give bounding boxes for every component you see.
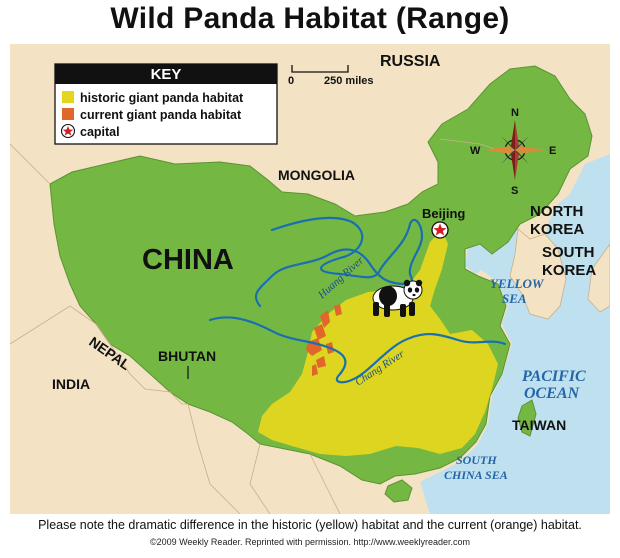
north-korea-label-2: KOREA: [530, 221, 584, 238]
south-china-sea-label-2: CHINA SEA: [444, 468, 508, 482]
yellow-sea-label-1: YELLOW: [490, 276, 545, 291]
chang-river: [208, 316, 507, 384]
copyright-notice: ©2009 Weekly Reader. Reprinted with perm…: [149, 537, 471, 547]
south-china-sea-label-1: SOUTH: [456, 453, 497, 467]
india-label: INDIA: [52, 376, 90, 392]
bhutan-label: BHUTAN: [158, 348, 216, 364]
compass-rose: N S E W: [470, 107, 556, 197]
key-swatch-current: [62, 108, 74, 120]
historic-habitat-region: [258, 230, 498, 456]
south-korea-label-2: KOREA: [542, 262, 596, 279]
ocean: [420, 154, 610, 514]
taiwan-label: TAIWAN: [512, 417, 566, 433]
current-habitat-region: [306, 304, 342, 376]
key-label-historic: historic giant panda habitat: [80, 91, 244, 105]
compass-n: N: [511, 107, 519, 119]
map-caption: Please note the dramatic difference in t…: [38, 518, 582, 532]
bohai-sea: [465, 242, 490, 274]
map-title: Wild Panda Habitat (Range): [110, 2, 510, 35]
huang-river: [254, 216, 424, 308]
key-heading: KEY: [151, 66, 182, 83]
key-swatch-historic: [62, 91, 74, 103]
scale-distance: 250 miles: [324, 75, 374, 87]
pacific-ocean-label-1: PACIFIC: [521, 368, 586, 385]
japan-land: [587, 243, 610, 313]
key-label-current: current giant panda habitat: [80, 108, 242, 122]
beijing-label: Beijing: [422, 206, 465, 221]
hainan-island: [384, 479, 413, 503]
scale-bar: 0 250 miles: [288, 65, 374, 87]
scale-zero: 0: [288, 75, 294, 87]
korea-land: [509, 228, 567, 320]
compass-e: E: [549, 145, 556, 157]
compass-w: W: [470, 145, 481, 157]
russia-label: RUSSIA: [380, 53, 441, 70]
capital-star-icon: [60, 123, 76, 139]
map-key: KEY historic giant panda habitat current…: [54, 63, 278, 145]
map: Huang River Chang River RUSSIA MONGOLIA …: [10, 44, 610, 514]
beijing-capital-marker: [431, 221, 449, 239]
taiwan-island: [517, 399, 537, 437]
rivers: [208, 216, 507, 384]
china-label: CHINA: [142, 244, 234, 276]
compass-s: S: [511, 185, 518, 197]
yellow-sea-label-2: SEA: [502, 291, 527, 306]
panda-illustration: [372, 279, 423, 317]
mongolia-label: MONGOLIA: [278, 167, 355, 183]
north-korea-label-1: NORTH: [530, 203, 583, 220]
pacific-ocean-label-2: OCEAN: [524, 385, 581, 402]
key-label-capital: capital: [80, 125, 120, 139]
south-korea-label-1: SOUTH: [542, 244, 595, 261]
